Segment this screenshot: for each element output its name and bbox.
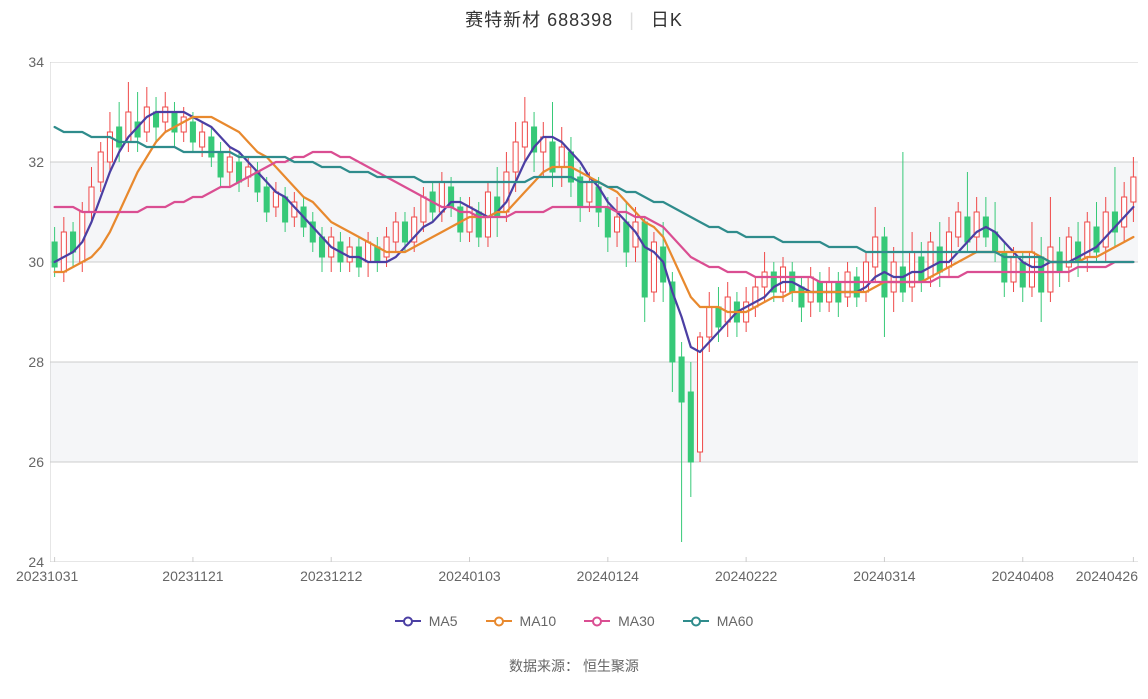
y-axis-label: 30 — [4, 254, 44, 270]
title-separator: | — [629, 10, 635, 30]
x-axis-label: 20240103 — [438, 568, 500, 584]
legend-label: MA30 — [618, 613, 655, 629]
kline-chart — [50, 62, 1138, 562]
stock-name: 赛特新材 — [465, 10, 541, 30]
legend: MA5 MA10 MA30 MA60 — [0, 612, 1148, 629]
source-value: 恒生聚源 — [583, 658, 639, 674]
legend-item-ma60: MA60 — [683, 613, 754, 629]
x-axis-label: 20240222 — [715, 568, 777, 584]
x-axis-label: 20231212 — [300, 568, 362, 584]
stock-code: 688398 — [547, 10, 613, 30]
chart-period: 日K — [651, 10, 683, 30]
x-axis-label: 20231121 — [162, 568, 223, 584]
legend-label: MA60 — [717, 613, 754, 629]
legend-item-ma5: MA5 — [395, 613, 458, 629]
y-axis-label: 26 — [4, 454, 44, 470]
chart-title: 赛特新材 688398 | 日K — [0, 6, 1148, 32]
data-source: 数据来源： 恒生聚源 — [0, 656, 1148, 676]
x-axis-label: 20231031 — [16, 568, 78, 584]
x-axis-label: 20240408 — [992, 568, 1054, 584]
y-axis-label: 28 — [4, 354, 44, 370]
y-axis-label: 34 — [4, 54, 44, 70]
x-axis-label: 20240314 — [853, 568, 915, 584]
x-axis-label: 20240426 — [1076, 568, 1138, 584]
legend-item-ma30: MA30 — [584, 613, 655, 629]
legend-label: MA5 — [429, 613, 458, 629]
source-label: 数据来源： — [509, 658, 579, 674]
y-axis-label: 32 — [4, 154, 44, 170]
x-axis-label: 20240124 — [577, 568, 639, 584]
legend-item-ma10: MA10 — [486, 613, 557, 629]
legend-label: MA10 — [520, 613, 557, 629]
